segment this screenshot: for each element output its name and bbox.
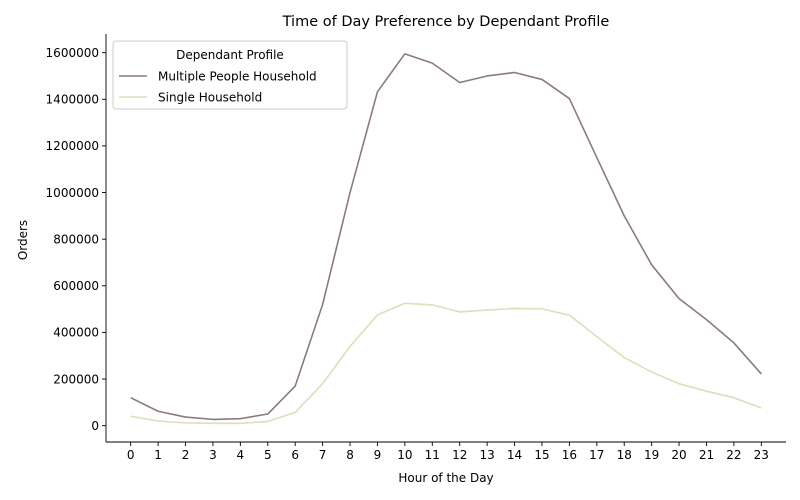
x-tick-label: 2: [182, 448, 190, 462]
x-tick-label: 21: [699, 448, 714, 462]
x-tick-label: 22: [726, 448, 741, 462]
x-axis-label: Hour of the Day: [398, 471, 493, 485]
series-line-1: [130, 302, 762, 425]
x-tick-label: 18: [617, 448, 632, 462]
y-tick-label: 1000000: [46, 186, 99, 200]
axes: [105, 34, 786, 443]
series-lines: [130, 53, 762, 425]
legend-title: Dependant Profile: [176, 48, 284, 62]
y-tick-label: 1400000: [46, 93, 99, 107]
legend-entry: Multiple People Household: [158, 69, 317, 83]
y-tick-label: 1600000: [46, 46, 99, 60]
y-tick-label: 0: [91, 419, 99, 433]
x-tick-label: 4: [237, 448, 245, 462]
y-tick-label: 800000: [53, 232, 99, 246]
x-tick-label: 1: [154, 448, 162, 462]
y-axis-ticks: 0 200000 400000 600000 800000 1000000 1200000 1…: [46, 46, 106, 433]
x-tick-label: 13: [479, 448, 494, 462]
x-tick-label: 11: [425, 448, 440, 462]
y-tick-label: 600000: [53, 279, 99, 293]
x-axis-ticks: 0 1 2 3 4 5 6 7 8 9 10 11 12 13 14 15 16 17 18 19 20 21 22 23: [127, 442, 769, 462]
x-tick-label: 15: [534, 448, 549, 462]
chart-title: Time of Day Preference by Dependant Prof…: [282, 14, 610, 30]
legend-frame: [112, 40, 348, 110]
x-tick-label: 10: [397, 448, 412, 462]
x-tick-label: 7: [319, 448, 327, 462]
legend-entry: Single Household: [158, 90, 262, 104]
x-tick-label: 16: [562, 448, 577, 462]
x-tick-label: 6: [291, 448, 299, 462]
x-tick-label: 0: [127, 448, 135, 462]
legend: Dependant Profile Multiple People Househo…: [112, 40, 348, 110]
x-tick-label: 17: [589, 448, 604, 462]
y-tick-label: 400000: [53, 326, 99, 340]
x-tick-label: 14: [507, 448, 522, 462]
y-tick-label: 200000: [53, 372, 99, 386]
x-tick-label: 5: [264, 448, 272, 462]
y-axis-label: Orders: [16, 220, 30, 260]
x-tick-label: 19: [644, 448, 659, 462]
y-tick-label: 1200000: [46, 139, 99, 153]
x-tick-label: 23: [754, 448, 769, 462]
series-line-0: [130, 53, 762, 421]
x-tick-label: 9: [374, 448, 382, 462]
x-tick-label: 20: [671, 448, 686, 462]
x-tick-label: 8: [346, 448, 354, 462]
x-tick-label: 12: [452, 448, 467, 462]
x-tick-label: 3: [209, 448, 217, 462]
